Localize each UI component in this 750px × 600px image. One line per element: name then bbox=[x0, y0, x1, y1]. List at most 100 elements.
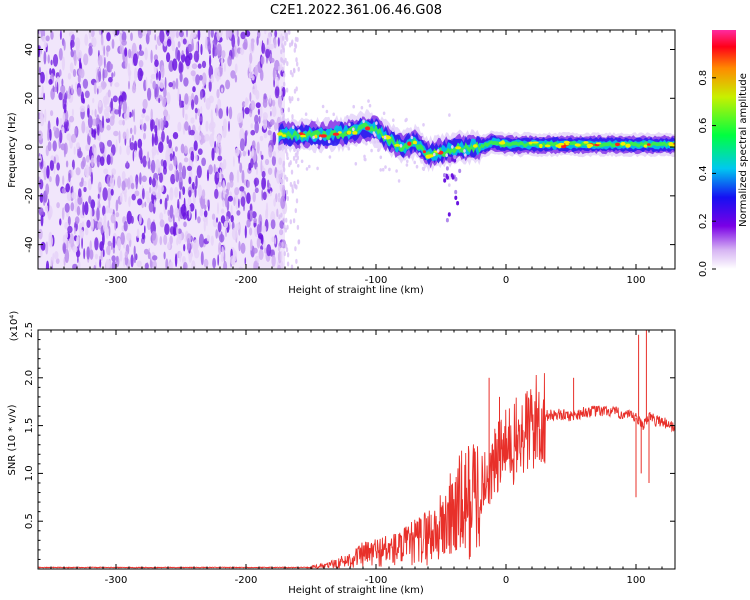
spectral-scatter bbox=[399, 144, 403, 148]
noise-blob bbox=[253, 177, 260, 187]
noise-blob bbox=[284, 227, 287, 233]
spectrogram-panel: -300 -200 -100 0 100 40 20 0 -20 -40 Height of s… bbox=[7, 29, 676, 296]
spectral-scatter bbox=[405, 117, 408, 122]
noise-blob bbox=[71, 108, 74, 117]
noise-blob bbox=[141, 30, 147, 37]
spectrogram-y-axis-label: Frequency (Hz) bbox=[7, 112, 18, 188]
noise-blob bbox=[201, 60, 207, 69]
noise-blob bbox=[254, 121, 259, 134]
noise-blob bbox=[233, 250, 238, 262]
noise-blob bbox=[88, 45, 93, 56]
x-tick-label: -300 bbox=[105, 275, 128, 286]
spectrogram-frame bbox=[37, 29, 676, 270]
noise-blob bbox=[75, 249, 81, 258]
spectral-tail bbox=[453, 154, 457, 160]
y-tick-label: 1.0 bbox=[24, 465, 35, 481]
spectral-hotspot bbox=[583, 141, 589, 144]
noise-blob bbox=[81, 177, 84, 185]
spectral-scatter bbox=[372, 131, 376, 135]
spectral-hotspot bbox=[352, 131, 358, 135]
noise-blob bbox=[255, 102, 261, 109]
noise-blob bbox=[262, 191, 267, 201]
noise-blob bbox=[205, 35, 208, 50]
noise-blob bbox=[160, 184, 164, 193]
spectral-scatter bbox=[397, 179, 401, 183]
noise-blob bbox=[270, 110, 272, 117]
noise-blob bbox=[131, 193, 136, 201]
noise-blob bbox=[244, 257, 247, 265]
y-tick-label: 1.5 bbox=[24, 418, 35, 434]
noise-blob bbox=[97, 54, 103, 67]
noise-blob bbox=[278, 157, 283, 165]
x-tick-label: 0 bbox=[503, 575, 509, 586]
noise-blob bbox=[46, 70, 48, 84]
noise-blob bbox=[113, 130, 119, 137]
noise-blob bbox=[169, 204, 174, 219]
noise-blob bbox=[107, 187, 112, 202]
noise-blob bbox=[280, 49, 283, 55]
noise-blob bbox=[159, 212, 164, 221]
noise-blob bbox=[47, 128, 50, 142]
noise-blob bbox=[218, 108, 223, 119]
spectrogram-x-axis-label: Height of straight line (km) bbox=[288, 285, 424, 296]
noise-blob bbox=[87, 115, 93, 129]
noise-blob bbox=[282, 35, 285, 41]
spectral-scatter bbox=[418, 152, 421, 156]
noise-blob bbox=[178, 61, 183, 74]
noise-blob bbox=[233, 197, 236, 207]
noise-blob bbox=[76, 205, 81, 216]
noise-blob bbox=[47, 54, 50, 64]
noise-blob bbox=[195, 153, 198, 163]
noise-blob bbox=[101, 115, 105, 129]
noise-blob bbox=[38, 130, 43, 141]
noise-blob bbox=[295, 198, 299, 204]
noise-blob bbox=[195, 175, 198, 189]
noise-blob bbox=[249, 52, 253, 64]
noise-blob bbox=[206, 234, 211, 242]
spectral-tail bbox=[445, 218, 449, 223]
noise-blob bbox=[100, 249, 103, 262]
noise-blob bbox=[188, 205, 191, 219]
noise-blob bbox=[200, 251, 204, 266]
colorbar-ticks: 0.0 0.2 0.4 0.6 0.8 bbox=[698, 70, 716, 277]
noise-blob bbox=[272, 151, 276, 157]
noise-blob bbox=[45, 183, 50, 196]
noise-blob bbox=[280, 212, 283, 218]
noise-blob bbox=[199, 90, 203, 100]
spectral-scatter bbox=[304, 112, 308, 116]
noise-blob bbox=[113, 71, 116, 77]
noise-blob bbox=[194, 248, 200, 259]
spectral-scatter bbox=[297, 129, 301, 133]
x-tick-label: -100 bbox=[365, 575, 388, 586]
noise-blob bbox=[136, 260, 142, 268]
noise-blob bbox=[112, 248, 115, 254]
spectral-scatter bbox=[300, 159, 304, 164]
noise-blob bbox=[105, 226, 109, 239]
noise-blob bbox=[234, 147, 240, 157]
spectral-hotspot bbox=[427, 154, 435, 158]
spectral-scatter bbox=[392, 118, 395, 122]
spectral-hotspot bbox=[300, 134, 306, 138]
noise-blob bbox=[179, 97, 182, 109]
noise-blob bbox=[184, 93, 189, 105]
noise-blob bbox=[142, 155, 147, 168]
noise-blob bbox=[134, 67, 138, 82]
noise-blob bbox=[70, 40, 75, 48]
spectral-hotspot bbox=[646, 143, 651, 146]
spectral-tail bbox=[447, 212, 451, 217]
spectral-scatter bbox=[367, 99, 370, 103]
noise-blob bbox=[183, 263, 186, 269]
noise-blob bbox=[284, 32, 288, 38]
noise-blob bbox=[296, 155, 299, 161]
noise-blob bbox=[256, 141, 260, 154]
noise-blob bbox=[269, 94, 272, 104]
noise-blob bbox=[210, 30, 214, 38]
noise-blob bbox=[254, 64, 259, 77]
spectral-scatter bbox=[327, 139, 331, 144]
noise-blob bbox=[217, 181, 222, 188]
noise-blob bbox=[223, 260, 228, 269]
colorbar-tick-label: 0.0 bbox=[698, 261, 709, 277]
snr-panel: -300 -200 -100 0 100 2.5 2.0 1.5 1.0 0.5 Height … bbox=[7, 311, 676, 596]
spectral-hotspot bbox=[422, 150, 426, 154]
noise-blob bbox=[76, 142, 80, 150]
